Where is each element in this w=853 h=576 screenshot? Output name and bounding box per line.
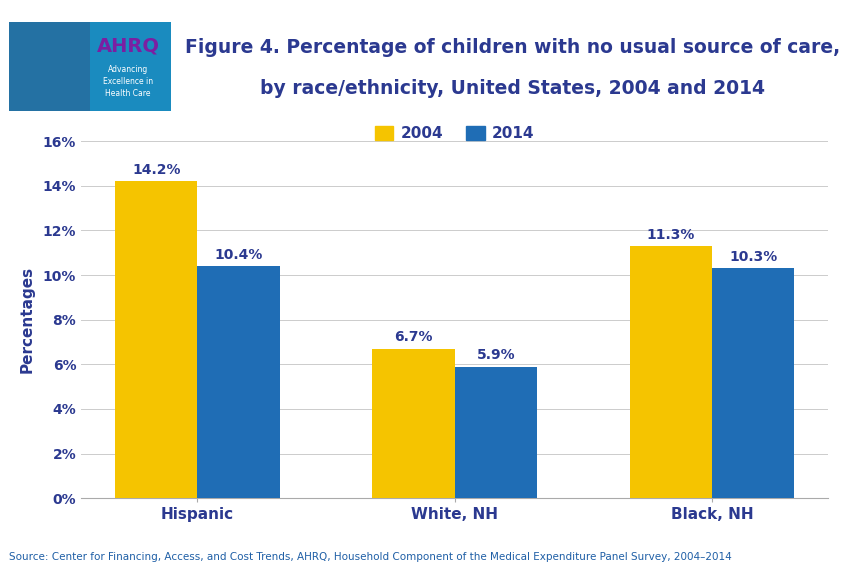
Text: Advancing
Excellence in
Health Care: Advancing Excellence in Health Care bbox=[103, 65, 153, 97]
Text: 10.3%: 10.3% bbox=[728, 250, 776, 264]
Y-axis label: Percentages: Percentages bbox=[20, 266, 34, 373]
Bar bbox=[197, 266, 280, 498]
Bar bbox=[455, 366, 537, 498]
Text: 5.9%: 5.9% bbox=[476, 348, 514, 362]
Bar bbox=[372, 348, 454, 498]
Legend: 2004, 2014: 2004, 2014 bbox=[368, 120, 540, 147]
Text: 6.7%: 6.7% bbox=[394, 330, 432, 344]
FancyBboxPatch shape bbox=[9, 22, 90, 111]
Text: by race/ethnicity, United States, 2004 and 2014: by race/ethnicity, United States, 2004 a… bbox=[259, 78, 764, 97]
Text: 14.2%: 14.2% bbox=[132, 163, 180, 177]
Text: 10.4%: 10.4% bbox=[214, 248, 263, 262]
Text: AHRQ: AHRQ bbox=[96, 36, 160, 55]
Bar bbox=[629, 246, 711, 498]
FancyBboxPatch shape bbox=[9, 22, 171, 111]
Bar bbox=[115, 181, 197, 498]
Text: Source: Center for Financing, Access, and Cost Trends, AHRQ, Household Component: Source: Center for Financing, Access, an… bbox=[9, 552, 730, 562]
Bar bbox=[711, 268, 793, 498]
Text: Figure 4. Percentage of children with no usual source of care,: Figure 4. Percentage of children with no… bbox=[184, 38, 839, 57]
Text: 11.3%: 11.3% bbox=[646, 228, 694, 241]
